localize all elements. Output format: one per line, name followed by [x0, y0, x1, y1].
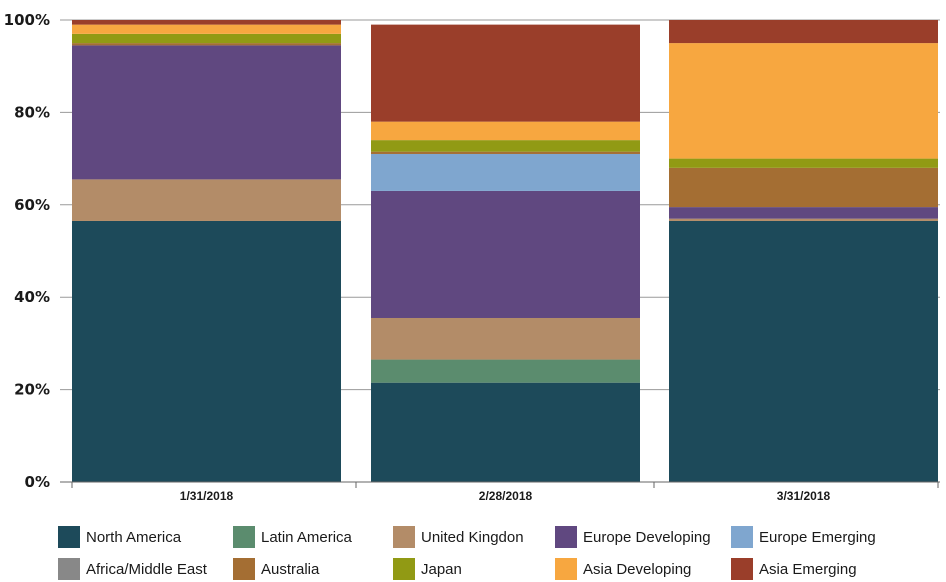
bar-segment [371, 121, 640, 141]
bar-segment [669, 220, 938, 482]
bar-segment [72, 43, 341, 46]
y-tick-label: 60% [14, 196, 50, 214]
bar-segment [72, 45, 341, 180]
legend-swatch [555, 558, 577, 580]
legend: North America Latin America United Kingdon… [58, 520, 938, 582]
legend-swatch [233, 526, 255, 548]
y-tick-label: 40% [14, 288, 50, 306]
legend-label: United Kingdon [421, 528, 524, 546]
y-tick-label: 80% [14, 103, 50, 121]
legend-label: Asia Developing [583, 560, 692, 578]
y-tick-label: 100% [4, 11, 50, 29]
legend-label: Europe Emerging [759, 528, 876, 546]
legend-item: Europe Emerging [731, 524, 876, 550]
legend-item: Africa/Middle East [58, 556, 207, 582]
legend-swatch [393, 558, 415, 580]
bar-segment [72, 179, 341, 221]
bar-segment [669, 20, 938, 44]
bar-segment [371, 190, 640, 318]
bar-segment [371, 317, 640, 360]
y-tick-label: 20% [14, 381, 50, 399]
bar-segment [72, 20, 341, 25]
bar-segment [669, 218, 938, 221]
legend-swatch [731, 558, 753, 580]
bar-segment [669, 158, 938, 168]
y-tick-labels: 0% 20% 40% 60% 80% 100% [4, 11, 50, 491]
legend-label: Latin America [261, 528, 352, 546]
bar-segment [669, 43, 938, 159]
legend-item: Asia Developing [555, 556, 691, 582]
bars [72, 20, 938, 482]
legend-item: Europe Developing [555, 524, 711, 550]
legend-label: Africa/Middle East [86, 560, 207, 578]
y-tick-label: 0% [25, 473, 50, 491]
legend-item: United Kingdon [393, 524, 524, 550]
x-tick-label: 2/28/2018 [479, 489, 533, 503]
bar-segment [72, 33, 341, 44]
bar-segment [371, 151, 640, 154]
bar-segment [371, 140, 640, 152]
legend-swatch [731, 526, 753, 548]
x-tick-label: 3/31/2018 [777, 489, 831, 503]
legend-label: North America [86, 528, 182, 546]
legend-item: Australia [233, 556, 319, 582]
bar-segment [371, 382, 640, 482]
bar-segment [72, 24, 341, 34]
x-tick-labels: 1/31/2018 2/28/2018 3/31/2018 [180, 489, 831, 503]
x-tick-label: 1/31/2018 [180, 489, 234, 503]
stacked-bar-chart: 0% 20% 40% 60% 80% 100% 1/31/2018 2/28/2018 3/3… [4, 11, 940, 503]
legend-swatch [555, 526, 577, 548]
legend-swatch [393, 526, 415, 548]
legend-item: Latin America [233, 524, 352, 550]
legend-item: Asia Emerging [731, 556, 857, 582]
axes [60, 481, 940, 488]
bar-segment [371, 359, 640, 383]
bar-segment [72, 220, 341, 482]
legend-label: Australia [261, 560, 320, 578]
bar-segment [371, 24, 640, 122]
bar-segment [669, 167, 938, 208]
legend-swatch [233, 558, 255, 580]
legend-label: Asia Emerging [759, 560, 857, 578]
bar-segment [371, 153, 640, 191]
legend-item: North America [58, 524, 181, 550]
legend-swatch [58, 526, 80, 548]
legend-label: Japan [421, 560, 462, 578]
legend-label: Europe Developing [583, 528, 711, 546]
bar-segment [669, 207, 938, 219]
legend-swatch [58, 558, 80, 580]
legend-item: Japan [393, 556, 462, 582]
